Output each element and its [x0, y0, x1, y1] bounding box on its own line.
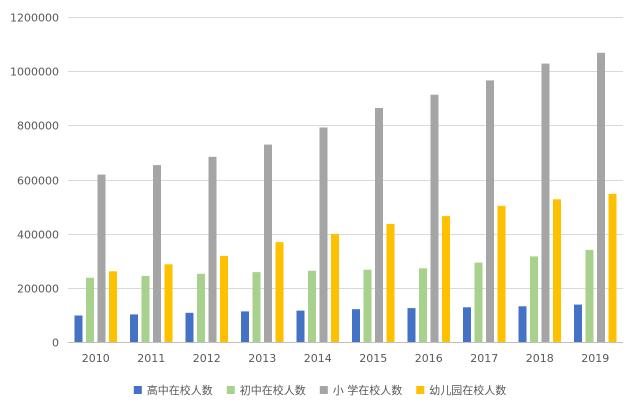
legend-swatch [133, 386, 142, 394]
bar-2019-series-2 [585, 249, 594, 342]
bar-2013-series-2 [252, 272, 261, 342]
x-tick-label: 2018 [526, 352, 554, 365]
bar-2011-series-4 [164, 264, 173, 342]
legend-label: 小 学在校人数 [333, 383, 403, 397]
bar-2018-series-4 [553, 199, 561, 342]
bar-2014-series-2 [308, 270, 316, 342]
bar-2015-series-4 [386, 223, 395, 342]
bar-2012-series-2 [197, 273, 205, 343]
y-tick-label: 600000 [17, 175, 59, 188]
bar-2010-series-2 [86, 277, 94, 342]
gridlines [68, 17, 623, 343]
bar-2019-series-1 [574, 304, 582, 342]
legend-item-2: 初中在校人数 [226, 383, 306, 397]
bar-2015-series-3 [375, 108, 383, 342]
y-tick-label: 800000 [17, 120, 59, 133]
legend: 高中在校人数 初中在校人数 小 学在校人数 幼儿园在校人数 [133, 383, 506, 397]
bar-2015-series-1 [352, 309, 360, 342]
bar-2010-series-1 [74, 315, 83, 342]
bar-2011-series-3 [153, 165, 161, 342]
legend-label: 高中在校人数 [147, 383, 213, 397]
bar-2014-series-1 [296, 310, 305, 342]
x-axis-tick-labels: 2010 2011 2012 2013 2014 2015 2016 2017 2018 2019 [82, 352, 609, 365]
y-tick-label: 0 [52, 337, 59, 350]
bar-2017-series-2 [474, 262, 483, 342]
bar-2016-series-3 [430, 94, 439, 342]
x-tick-label: 2014 [304, 352, 332, 365]
bar-2010-series-3 [97, 174, 106, 342]
bar-2018-series-2 [530, 256, 538, 342]
bar-2017-series-1 [463, 307, 471, 342]
bar-2012-series-3 [208, 156, 217, 342]
x-tick-label: 2016 [415, 352, 443, 365]
bar-2019-series-3 [597, 52, 605, 343]
bar-2017-series-4 [497, 205, 506, 342]
x-tick-label: 2010 [82, 352, 110, 365]
y-axis-tick-labels: 0 200000 400000 600000 800000 1000000 1200000 [10, 12, 59, 350]
bar-2018-series-1 [518, 306, 527, 343]
bar-2013-series-4 [275, 242, 284, 342]
bar-2010-series-4 [109, 271, 117, 342]
bar-2015-series-2 [363, 269, 372, 342]
bar-2011-series-2 [141, 275, 150, 342]
bar-2016-series-2 [419, 268, 427, 342]
y-tick-label: 200000 [17, 283, 59, 296]
legend-label: 幼儿园在校人数 [429, 383, 506, 397]
bar-2016-series-4 [442, 216, 450, 342]
bar-2017-series-3 [486, 80, 494, 343]
bars [74, 52, 617, 343]
legend-item-4: 幼儿园在校人数 [416, 383, 506, 397]
bar-2011-series-1 [130, 314, 138, 342]
legend-item-1: 高中在校人数 [133, 383, 213, 397]
legend-swatch [226, 386, 235, 394]
legend-item-3: 小 学在校人数 [319, 383, 403, 397]
bar-2013-series-3 [264, 144, 272, 342]
bar-2014-series-4 [331, 233, 339, 342]
legend-swatch [416, 386, 425, 394]
bar-2016-series-1 [407, 308, 416, 342]
legend-swatch [319, 386, 328, 394]
y-tick-label: 1200000 [10, 12, 59, 25]
y-tick-label: 1000000 [10, 66, 59, 79]
bar-2018-series-3 [541, 63, 550, 342]
bar-2012-series-1 [185, 312, 194, 343]
x-tick-label: 2017 [470, 352, 498, 365]
x-tick-label: 2019 [581, 352, 609, 365]
x-tick-label: 2012 [193, 352, 221, 365]
x-tick-label: 2011 [137, 352, 165, 365]
bar-2014-series-3 [319, 127, 328, 342]
bar-2019-series-4 [608, 193, 617, 342]
bar-2012-series-4 [220, 255, 228, 342]
x-tick-label: 2013 [248, 352, 276, 365]
bar-2013-series-1 [241, 311, 249, 342]
x-tick-label: 2015 [359, 352, 387, 365]
legend-label: 初中在校人数 [240, 383, 306, 397]
y-tick-label: 400000 [17, 229, 59, 242]
